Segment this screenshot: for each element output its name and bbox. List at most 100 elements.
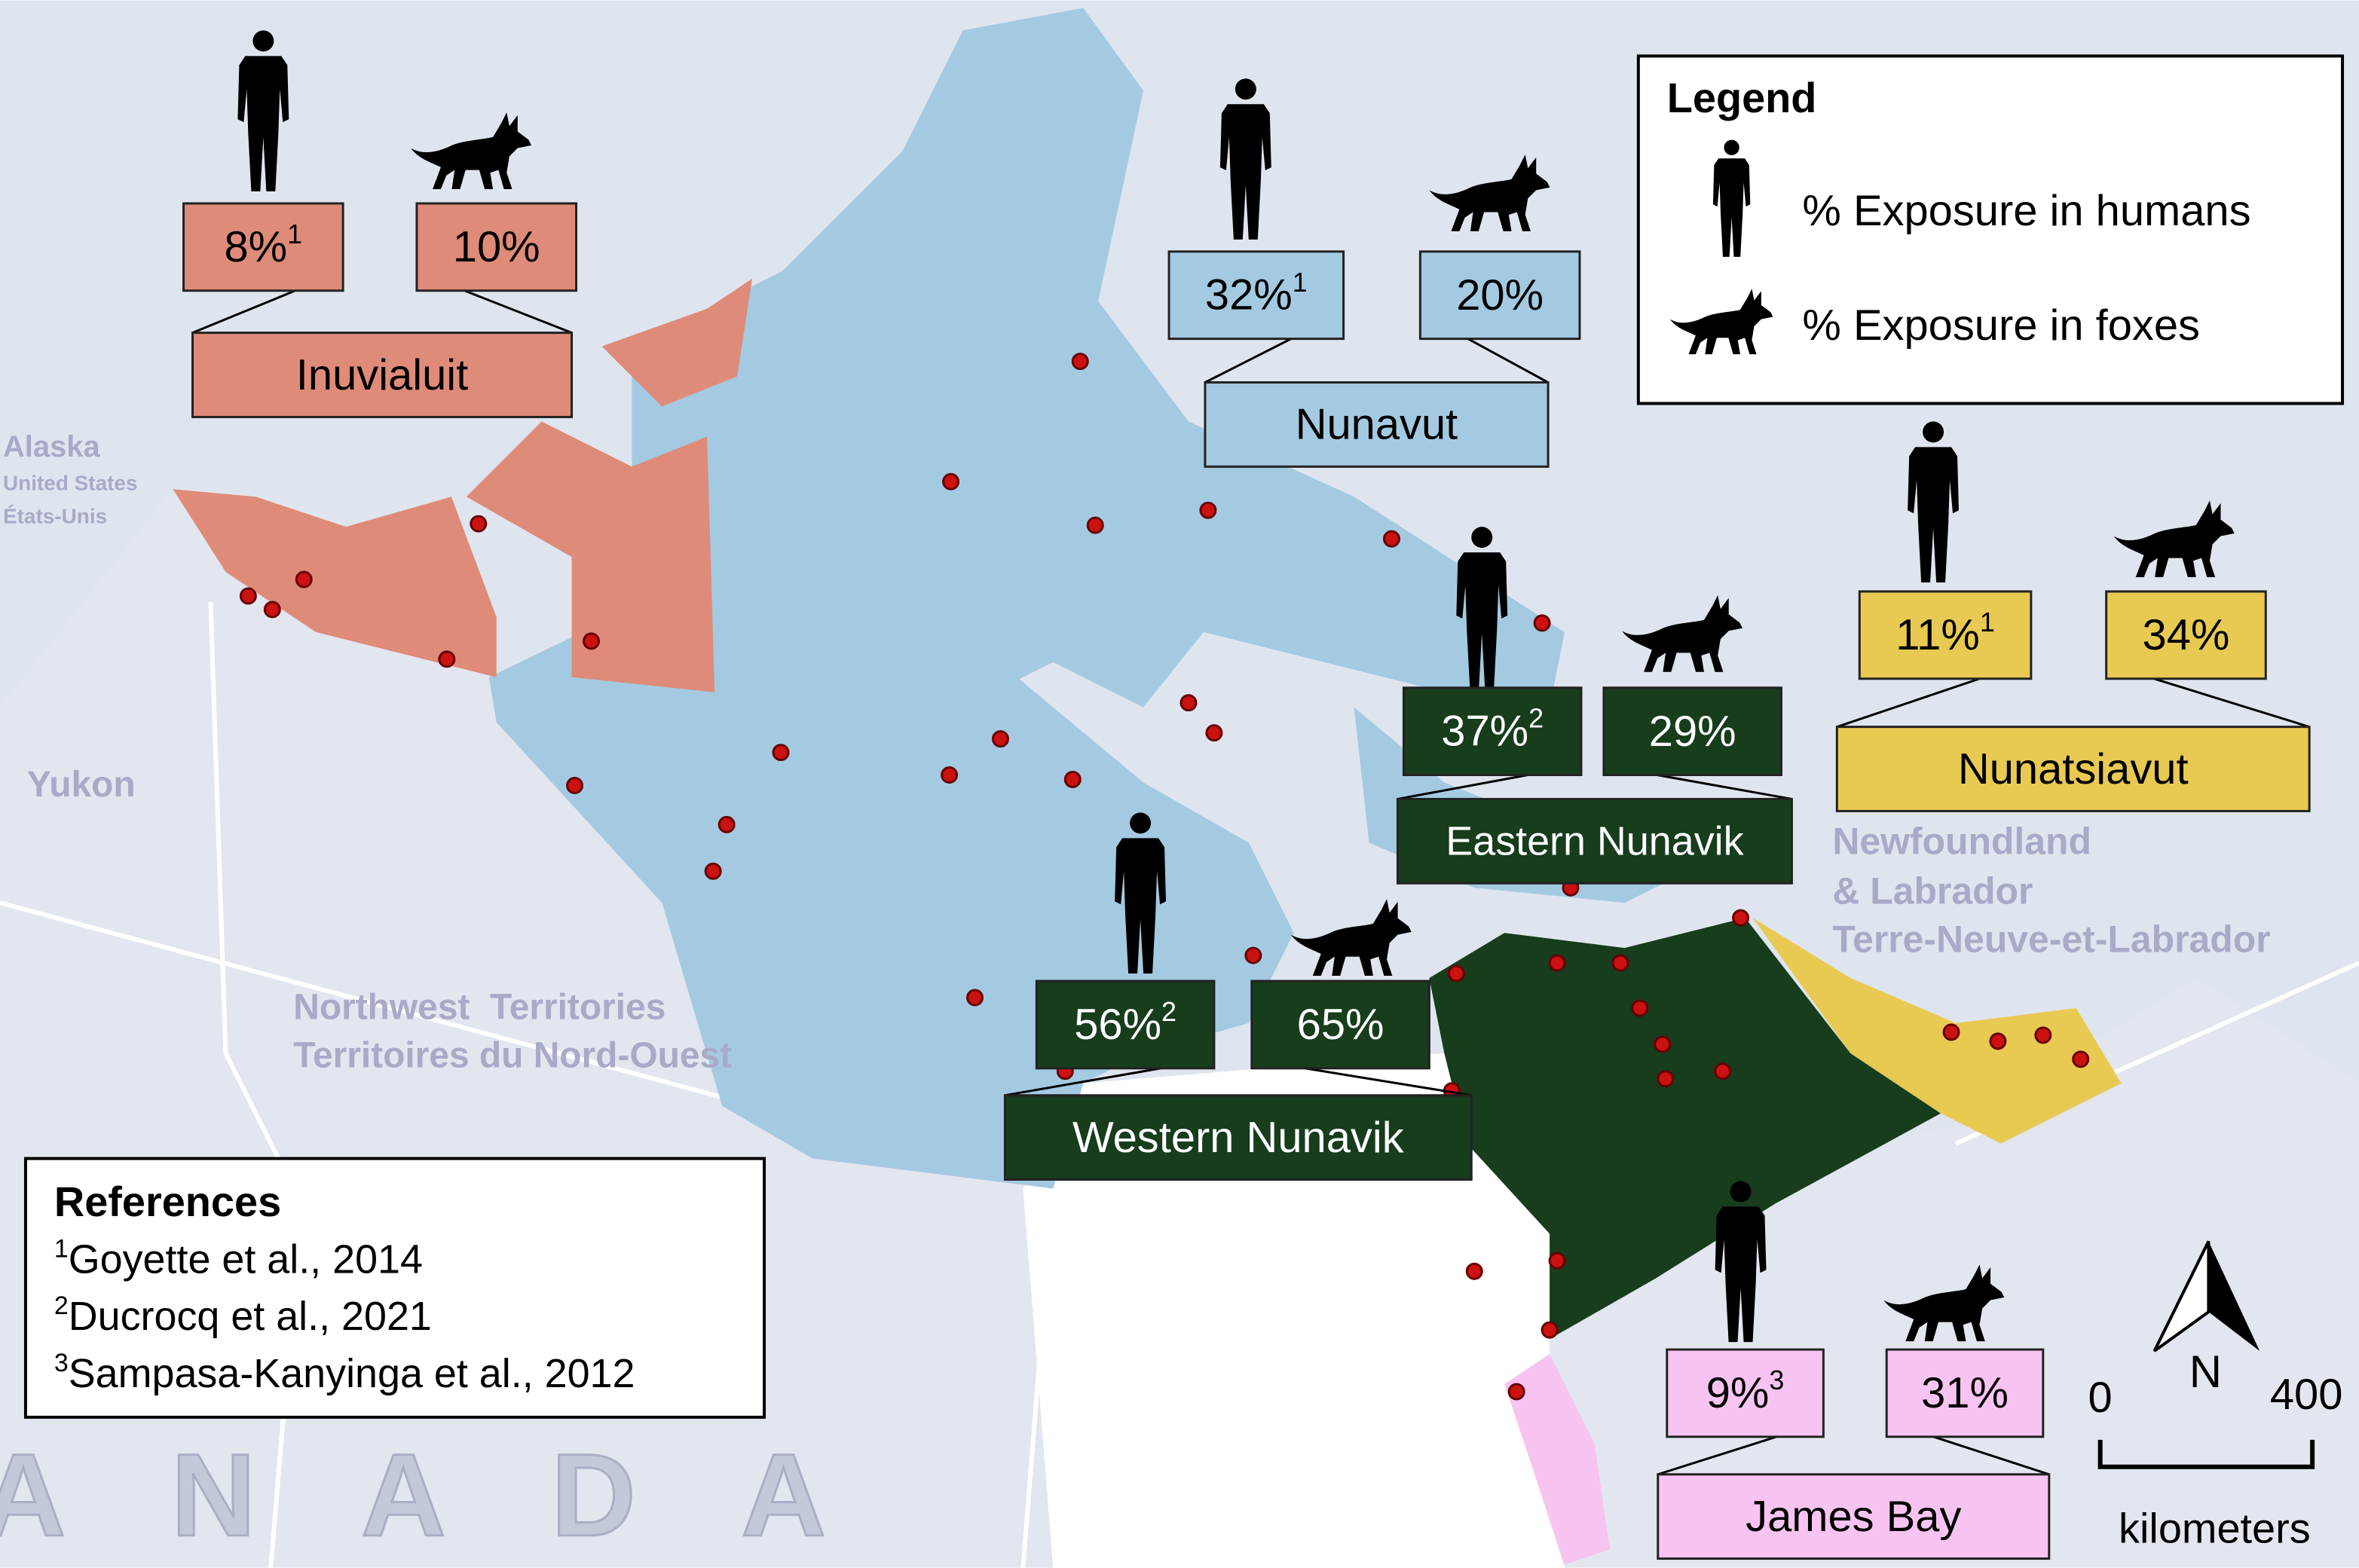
country-label: CANADA [0, 1429, 932, 1560]
community-dot [295, 570, 313, 588]
connector [1467, 338, 1549, 384]
inuvialuit-north [601, 278, 753, 407]
reference-text: Ducrocq et al., 2021 [69, 1294, 432, 1339]
community-dot [1989, 1032, 2007, 1050]
connector [1657, 1435, 1777, 1476]
nl-label-2: & Labrador [1832, 870, 2033, 912]
community-dot [1244, 946, 1262, 964]
region-name-box [191, 332, 574, 418]
legend-fox-label: % Exposure in foxes [1802, 301, 2200, 350]
community-dot [438, 650, 456, 668]
region: 8%1 10% Inuvialuit [182, 30, 578, 418]
alaska-label: Alaska [3, 430, 100, 463]
region-name-box [1204, 381, 1550, 468]
reference-mark: 1 [287, 219, 302, 249]
reference-text: Goyette et al., 2014 [69, 1237, 423, 1282]
human-box [1402, 686, 1583, 777]
region: 9%3 31% James Bay [1657, 1181, 2051, 1560]
community-dot [1657, 1070, 1675, 1088]
community-dot [1447, 964, 1465, 983]
scale-unit: kilometers [2119, 1504, 2311, 1551]
fox-exposure: 65% [1297, 1001, 1384, 1049]
reference-mark: 1 [1980, 607, 1995, 637]
region-name: Nunatsiavut [1958, 745, 2189, 793]
community-dot [1071, 353, 1089, 371]
map-labels: Alaska United States États-Unis Yukon No… [3, 430, 2271, 1076]
human-exposure-value: 9% [1706, 1369, 1770, 1417]
human-exposure: 32%1 [1205, 267, 1308, 319]
community-dot [2034, 1026, 2052, 1044]
connector [191, 289, 296, 335]
connector [1657, 774, 1792, 800]
connector [1397, 774, 1528, 800]
human-exposure: 8%1 [225, 219, 303, 271]
connector [1204, 338, 1292, 384]
nwt-label: Northwest Territories [293, 988, 665, 1028]
human-exposure: 56%2 [1074, 996, 1176, 1049]
fox-exposure: 10% [453, 223, 540, 271]
human-box [1666, 1348, 1825, 1438]
community-dot [263, 601, 281, 619]
scale-end: 400 [2270, 1371, 2343, 1419]
nl-fr-label: Terre-Neuve-et-Labrador [1832, 918, 2270, 960]
community-dot [941, 766, 959, 784]
fox-exposure: 31% [1921, 1369, 2009, 1417]
scale-start: 0 [2088, 1374, 2113, 1422]
reference-number: 1 [54, 1234, 69, 1263]
reference: 2Ducrocq et al., 2021 [54, 1291, 432, 1339]
reference-mark: 3 [1769, 1365, 1784, 1395]
human-exposure: 37%2 [1441, 703, 1544, 756]
nwt-fr-label: Territoires du Nord-Ouest [293, 1035, 732, 1075]
community-dot [1180, 694, 1198, 712]
fox-exposure: 20% [1456, 271, 1544, 319]
reference-mark: 1 [1293, 267, 1308, 298]
fox-exposure: 34% [2143, 611, 2230, 659]
communities [239, 353, 2090, 1401]
community-dot [704, 862, 722, 880]
connector [1836, 677, 1981, 729]
legend-human-label: % Exposure in humans [1802, 187, 2250, 235]
legend-box [1636, 54, 2345, 405]
community-dot [1382, 530, 1400, 548]
community-dot [1086, 516, 1104, 534]
fox-box [1250, 980, 1430, 1070]
connector [2153, 677, 2310, 729]
references: References 1Goyette et al., 20142Ducrocq… [23, 1157, 766, 1419]
region: 11%1 34% Nunatsiavut [1835, 421, 2311, 812]
community-dot [1533, 614, 1551, 632]
region-name: Inuvialuit [296, 351, 468, 399]
hudson-area [1023, 1053, 1565, 1568]
human-exposure: 11%1 [1895, 607, 1995, 659]
community-dot [1465, 1262, 1483, 1280]
region-name-box [1003, 1094, 1473, 1181]
fox-box [1885, 1348, 2045, 1438]
community-dot [717, 815, 736, 833]
connector [1005, 1067, 1161, 1097]
connector [1305, 1067, 1472, 1097]
community-dot [772, 744, 790, 762]
reference-mark: 2 [1528, 703, 1544, 734]
references-box [23, 1157, 766, 1419]
region-name: James Bay [1746, 1493, 1961, 1541]
community-dot [1507, 1383, 1525, 1401]
reference-text: Sampasa-Kanyinga et al., 2012 [69, 1351, 635, 1396]
connector [464, 289, 573, 335]
james-bay-area [1504, 1354, 1610, 1565]
community-dot [1541, 1321, 1559, 1339]
references-title: References [54, 1178, 281, 1225]
community-dot [1631, 999, 1649, 1017]
borders [0, 601, 2359, 1568]
reference-mark: 2 [1161, 996, 1176, 1027]
reference-number: 2 [54, 1291, 69, 1320]
region-name: Eastern Nunavik [1446, 819, 1744, 864]
human-box [1167, 250, 1345, 341]
reference: 3Sampasa-Kanyinga et al., 2012 [54, 1349, 635, 1396]
human-box [1858, 590, 2033, 680]
region-name-box [1657, 1473, 2051, 1560]
nl-label-1: Newfoundland [1832, 821, 2091, 863]
inuvialuit-coast [173, 489, 497, 677]
